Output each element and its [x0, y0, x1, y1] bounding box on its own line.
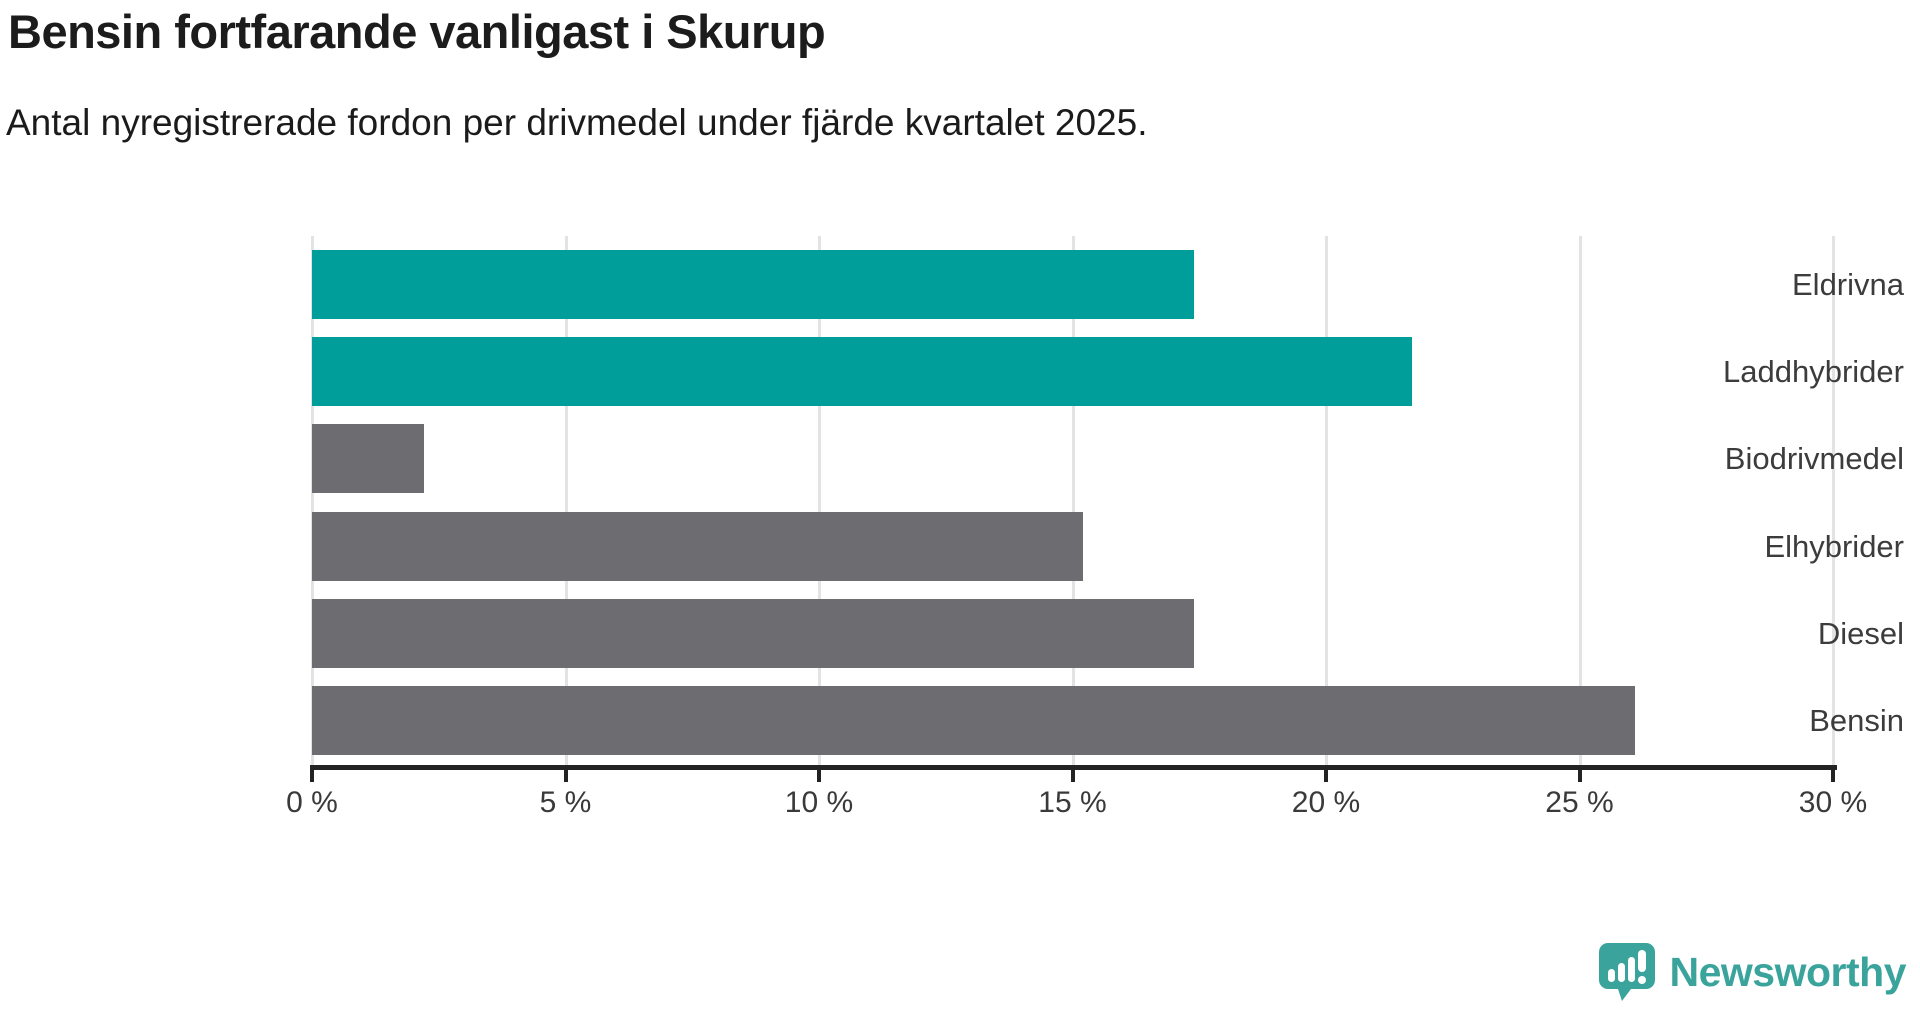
bar-bensin — [312, 686, 1636, 755]
gridline — [1578, 236, 1582, 765]
x-axis-tick-mark — [1831, 765, 1835, 782]
y-axis-label-bensin: Bensin — [1809, 703, 1904, 738]
x-axis-tick-label: 15 % — [1038, 786, 1107, 819]
x-axis-tick-mark — [310, 765, 314, 782]
gridline — [1071, 236, 1075, 765]
y-axis-label-biodrivmedel: Biodrivmedel — [1724, 441, 1904, 477]
gridline — [818, 236, 821, 765]
x-axis-tick-mark — [817, 765, 821, 782]
chart-subtitle: Antal nyregistrerade fordon per drivmede… — [6, 102, 1148, 143]
x-axis-tick-label: 25 % — [1545, 786, 1614, 819]
x-axis-tick-mark — [563, 765, 568, 782]
x-axis-tick-mark — [1070, 765, 1075, 782]
bar-diesel — [312, 598, 1195, 668]
x-axis-tick-label: 30 % — [1798, 786, 1868, 819]
bar-elhybrider — [312, 511, 1083, 581]
gridline — [564, 236, 568, 765]
gridline — [1832, 236, 1835, 765]
newsworthy-speech-bubble-bar-chart-icon — [1598, 943, 1655, 1001]
y-axis-label-laddhybrider: Laddhybrider — [1723, 354, 1904, 390]
x-axis-tick-mark — [1577, 765, 1582, 782]
bar-eldrivna — [312, 250, 1195, 319]
y-axis-label-eldrivna: Eldrivna — [1792, 267, 1904, 302]
plot-area — [311, 236, 1835, 765]
x-axis-tick-label: 0 % — [286, 786, 338, 819]
x-axis-tick-label: 5 % — [539, 786, 592, 819]
newsworthy-logo: Newsworthy — [1598, 942, 1907, 1002]
y-axis-label-elhybrider: Elhybrider — [1764, 528, 1904, 564]
bar-laddhybrider — [312, 337, 1413, 407]
gridline — [1325, 236, 1328, 765]
bar-biodrivmedel — [312, 424, 424, 494]
newsworthy-logo-text: Newsworthy — [1669, 948, 1907, 995]
y-axis-label-diesel: Diesel — [1817, 615, 1904, 651]
x-axis-tick-mark — [1324, 765, 1328, 782]
chart-title: Bensin fortfarande vanligast i Skurup — [8, 5, 826, 58]
x-axis-tick-label: 20 % — [1291, 786, 1361, 819]
gridline — [311, 236, 314, 765]
x-axis-tick-label: 10 % — [784, 786, 854, 819]
